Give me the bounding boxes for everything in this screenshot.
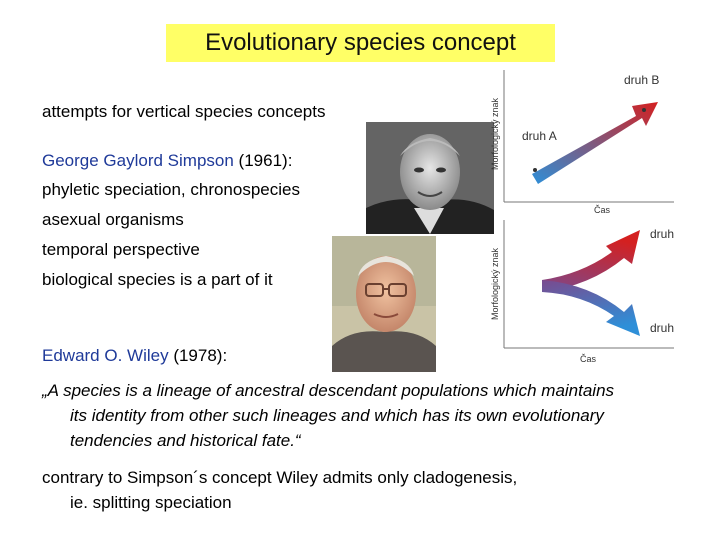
temporal-line: temporal perspective [42, 240, 200, 259]
x-axis-label: Čas [594, 205, 611, 215]
branch-up-arrow [542, 230, 640, 292]
wiley-quote: „A species is a lineage of ancestral des… [42, 378, 720, 453]
asexual-line: asexual organisms [42, 210, 184, 229]
label-druh-a: druh A [522, 129, 557, 143]
phyletic-line: phyletic speciation, chronospecies [42, 180, 300, 199]
quote-line-1: „A species is a lineage of ancestral des… [42, 381, 615, 400]
conclusion-line-1: contrary to Simpson´s concept Wiley admi… [42, 468, 518, 487]
point-b [642, 108, 646, 112]
branch-down-arrow [542, 280, 640, 336]
anagenesis-diagram: Morfologický znak Čas druh B druh A [490, 70, 674, 215]
wiley-name: Edward O. Wiley [42, 346, 169, 365]
label-druh-a: druh A [650, 227, 676, 241]
biological-line: biological species is a part of it [42, 270, 273, 289]
simpson-photo [366, 122, 494, 234]
simpson-name: George Gaylord Simpson [42, 151, 234, 170]
y-axis-label: Morfologický znak [490, 97, 500, 170]
quote-line-3: tendencies and historical fate.“ [70, 431, 301, 450]
quote-line-2: its identity from other such lineages an… [70, 406, 604, 425]
point-a [533, 168, 537, 172]
anagenesis-arrow [532, 102, 658, 184]
x-axis-label: Čas [580, 354, 597, 364]
y-axis-label: Morfologický znak [490, 247, 500, 320]
conclusion: contrary to Simpson´s concept Wiley admi… [42, 465, 517, 515]
label-druh-b: druh B [650, 321, 676, 335]
simpson-line: George Gaylord Simpson (1961): [42, 151, 292, 171]
slide-title: Evolutionary species concept [205, 29, 516, 56]
cladogenesis-diagram: Morfologický znak Čas druh A druh B [490, 220, 676, 364]
wiley-year: (1978): [168, 346, 228, 365]
wiley-line: Edward O. Wiley (1978): [42, 346, 227, 366]
conclusion-line-2: ie. splitting speciation [70, 493, 232, 512]
title-box: Evolutionary species concept [166, 24, 555, 62]
simpson-year: (1961): [233, 151, 293, 170]
intro-line: attempts for vertical species concepts [42, 102, 326, 121]
wiley-photo [332, 236, 436, 372]
label-druh-b: druh B [624, 73, 659, 87]
